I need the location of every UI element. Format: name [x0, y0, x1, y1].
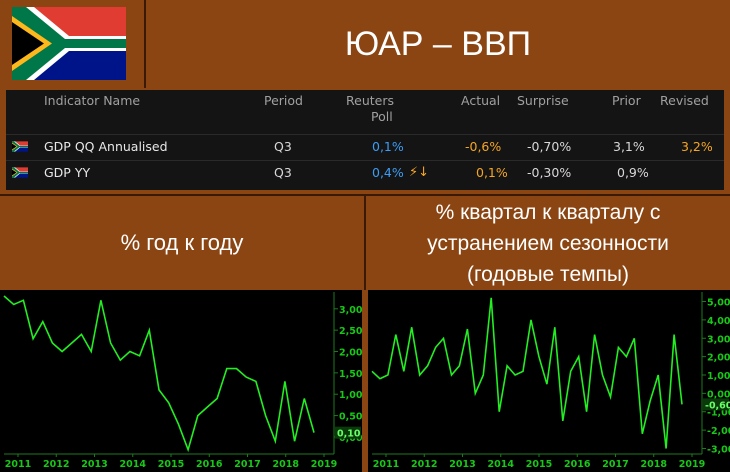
- page-title: ЮАР – ВВП: [344, 24, 532, 63]
- col-header-poll-1[interactable]: Reuters: [346, 93, 394, 108]
- yoy-x-tick-label: 2011: [5, 459, 31, 470]
- table-row[interactable]: GDP QQ Annualised Q3 0,1% -0,6% -0,70% 3…: [6, 134, 724, 158]
- qoq-y-tick-label: -3,00: [707, 444, 730, 455]
- indicator-table: Indicator Name Period Reuters Poll Actua…: [6, 90, 724, 190]
- row-name: GDP YY: [44, 165, 91, 180]
- yoy-x-tick-label: 2017: [234, 459, 260, 470]
- south-africa-flag-icon: [12, 141, 28, 152]
- qoq-x-tick-label: 2018: [641, 459, 668, 470]
- yoy-y-tick-label: 2,00: [339, 348, 362, 359]
- qoq-y-tick-label: 5,00: [707, 298, 730, 309]
- qoq-x-tick-label: 2012: [411, 459, 437, 470]
- col-header-revised[interactable]: Revised: [660, 93, 709, 108]
- qoq-last-value-label: -0,60: [705, 400, 730, 411]
- yoy-y-tick-label: 0,50: [339, 412, 362, 423]
- col-header-period[interactable]: Period: [264, 93, 303, 108]
- row-name: GDP QQ Annualised: [44, 139, 168, 154]
- col-header-surprise[interactable]: Surprise: [517, 93, 569, 108]
- yoy-y-tick-label: 1,50: [339, 369, 362, 380]
- yoy-x-tick-label: 2015: [158, 459, 184, 470]
- yoy-x-tick-label: 2013: [81, 459, 107, 470]
- qoq-y-tick-label: 2,00: [707, 353, 730, 364]
- col-header-actual[interactable]: Actual: [461, 93, 501, 108]
- row-revised: 3,2%: [681, 139, 713, 154]
- yoy-series-line: [3, 295, 315, 453]
- row-surprise: -0,30%: [527, 165, 572, 180]
- qoq-y-tick-label: -2,00: [707, 426, 730, 437]
- qoq-y-tick-label: 0,00: [707, 389, 730, 400]
- yoy-chart: 3,002,502,001,501,000,500,00201120122013…: [0, 290, 362, 472]
- south-africa-flag-icon: [12, 7, 126, 80]
- qoq-x-tick-label: 2017: [602, 459, 628, 470]
- row-prior: 3,1%: [613, 139, 645, 154]
- yoy-y-tick-label: 1,00: [339, 390, 362, 401]
- yoy-section-label: % год к году: [0, 194, 364, 290]
- flag-box: [0, 0, 146, 88]
- col-header-prior[interactable]: Prior: [612, 93, 641, 108]
- south-africa-flag-icon: [12, 167, 28, 178]
- col-header-poll-2[interactable]: Poll: [371, 109, 393, 124]
- qoq-last-value-box: [703, 398, 729, 411]
- yoy-x-tick-label: 2014: [120, 459, 147, 470]
- yoy-x-tick-label: 2016: [196, 459, 223, 470]
- qoq-x-tick-label: 2013: [449, 459, 475, 470]
- qoq-y-tick-label: 3,00: [707, 334, 730, 345]
- row-poll: 0,1%: [372, 139, 404, 154]
- yoy-y-tick-label: 2,50: [339, 326, 362, 337]
- qoq-x-tick-label: 2019: [679, 459, 705, 470]
- yoy-chart-svg: 3,002,502,001,501,000,500,00201120122013…: [3, 292, 362, 470]
- yoy-x-tick-label: 2012: [43, 459, 69, 470]
- row-period: Q3: [274, 139, 292, 154]
- header: ЮАР – ВВП: [0, 0, 730, 88]
- row-period: Q3: [274, 165, 292, 180]
- qoq-section-label: % квартал к кварталу с устранением сезон…: [364, 194, 730, 290]
- row-actual: 0,1%: [476, 165, 508, 180]
- qoq-x-tick-label: 2014: [488, 459, 515, 470]
- yoy-x-tick-label: 2018: [273, 459, 300, 470]
- yoy-y-tick-label: 3,00: [339, 305, 362, 316]
- yoy-last-value-box: [335, 426, 361, 439]
- qoq-chart-svg: 5,004,003,002,001,000,00-1,00-2,00-3,002…: [371, 292, 730, 470]
- qoq-x-tick-label: 2011: [373, 459, 399, 470]
- row-actual: -0,6%: [465, 139, 502, 154]
- qoq-y-tick-label: -1,00: [707, 408, 730, 419]
- col-header-name[interactable]: Indicator Name: [44, 93, 141, 108]
- qoq-x-tick-label: 2015: [526, 459, 552, 470]
- qoq-y-tick-label: 1,00: [707, 371, 730, 382]
- qoq-y-tick-label: 4,00: [707, 316, 730, 327]
- row-poll: 0,4%: [372, 165, 404, 180]
- surprise-bolt-icon: ⚡↓: [409, 165, 430, 180]
- row-surprise: -0,70%: [527, 139, 572, 154]
- yoy-last-value-label: 0,10: [337, 429, 361, 440]
- table-row[interactable]: GDP YY Q3 0,4% ⚡↓ 0,1% -0,30% 0,9%: [6, 160, 724, 184]
- yoy-x-tick-label: 2019: [311, 459, 337, 470]
- qoq-x-tick-label: 2016: [564, 459, 591, 470]
- indicator-table-wrap: Indicator Name Period Reuters Poll Actua…: [0, 88, 730, 194]
- qoq-chart: 5,004,003,002,001,000,00-1,00-2,00-3,002…: [368, 290, 730, 472]
- row-prior: 0,9%: [617, 165, 649, 180]
- qoq-series-line: [371, 297, 683, 449]
